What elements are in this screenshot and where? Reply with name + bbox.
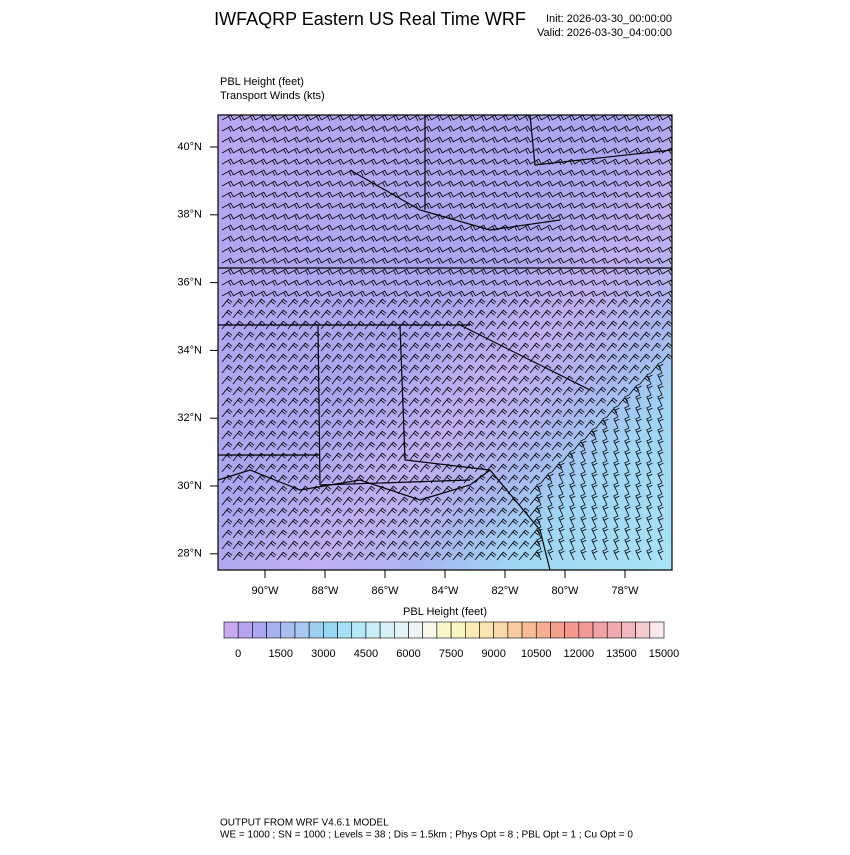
colorbar-box bbox=[550, 621, 565, 639]
colorbar-box bbox=[308, 621, 324, 639]
colorbar-label: 4500 bbox=[354, 648, 378, 660]
colorbar-box bbox=[606, 621, 622, 639]
colorbar-box bbox=[621, 621, 636, 639]
lon-label: 82°W bbox=[491, 585, 519, 597]
colorbar-box bbox=[394, 621, 409, 639]
colorbar-label: 13500 bbox=[606, 648, 637, 660]
colorbar-box bbox=[649, 621, 665, 639]
footer-line: WE = 1000 ; SN = 1000 ; Levels = 38 ; Di… bbox=[220, 830, 633, 841]
lat-label: 34°N bbox=[177, 344, 202, 356]
state-borders bbox=[218, 115, 672, 570]
lat-label: 32°N bbox=[177, 412, 202, 424]
colorbar-box bbox=[379, 621, 395, 639]
field-label: Transport Winds (kts) bbox=[220, 90, 325, 102]
colorbar-box bbox=[564, 621, 580, 639]
colorbar-label: 1500 bbox=[269, 648, 293, 660]
lat-label: 38°N bbox=[177, 209, 202, 221]
lat-label: 30°N bbox=[177, 480, 202, 492]
lat-label: 36°N bbox=[177, 277, 202, 289]
colorbar-box bbox=[266, 621, 282, 639]
lon-label: 80°W bbox=[551, 585, 579, 597]
colorbar-box bbox=[436, 621, 452, 639]
lon-label: 90°W bbox=[251, 585, 279, 597]
colorbar-label: 6000 bbox=[396, 648, 420, 660]
colorbar-box bbox=[294, 621, 310, 639]
colorbar-box bbox=[464, 621, 480, 639]
lon-label: 86°W bbox=[371, 585, 399, 597]
colorbar-box bbox=[408, 621, 424, 639]
colorbar-box bbox=[351, 621, 367, 639]
footer-line: OUTPUT FROM WRF V4.6.1 MODEL bbox=[220, 818, 389, 829]
colorbar-box bbox=[535, 621, 551, 639]
lon-label: 78°W bbox=[611, 585, 639, 597]
valid-time: Valid: 2026-03-30_04:00:00 bbox=[537, 27, 672, 39]
colorbar-box bbox=[578, 621, 594, 639]
lat-label: 40°N bbox=[177, 141, 202, 153]
colorbar-box bbox=[365, 621, 381, 639]
colorbar-label: 3000 bbox=[311, 648, 335, 660]
colorbar-box bbox=[337, 621, 353, 639]
field-label: PBL Height (feet) bbox=[220, 76, 304, 88]
colorbar-box bbox=[422, 621, 438, 639]
colorbar-label: 10500 bbox=[521, 648, 552, 660]
colorbar-box bbox=[635, 621, 651, 639]
lat-label: 28°N bbox=[177, 548, 202, 560]
colorbar-box bbox=[323, 621, 338, 639]
colorbar-box bbox=[479, 621, 494, 639]
colorbar-box bbox=[252, 621, 267, 639]
init-time: Init: 2026-03-30_00:00:00 bbox=[546, 13, 672, 25]
colorbar-label: 0 bbox=[235, 648, 241, 660]
colorbar-box bbox=[450, 621, 466, 639]
colorbar-title: PBL Height (feet) bbox=[403, 606, 487, 618]
colorbar-label: 9000 bbox=[481, 648, 505, 660]
colorbar-label: 12000 bbox=[564, 648, 595, 660]
axes: 40°N 38°N 36°N 34°N 32°N 30°N 28°N 90°W 88°W 86°W… bbox=[177, 141, 639, 597]
lon-label: 84°W bbox=[431, 585, 459, 597]
colorbar-box bbox=[223, 621, 239, 639]
colorbar-box bbox=[592, 621, 608, 639]
colorbar-label: 7500 bbox=[439, 648, 463, 660]
colorbar-box bbox=[521, 621, 537, 639]
colorbar-box bbox=[493, 621, 509, 639]
colorbar-box bbox=[507, 621, 523, 639]
lon-label: 88°W bbox=[311, 585, 339, 597]
title: IWFAQRP Eastern US Real Time WRF bbox=[214, 9, 526, 29]
colorbar-box bbox=[280, 621, 296, 639]
colorbar-box bbox=[237, 621, 253, 639]
colorbar: 0 1500 3000 4500 6000 7500 9000 10500 12000 13500… bbox=[223, 621, 680, 660]
map-area bbox=[218, 115, 672, 570]
colorbar-label: 15000 bbox=[649, 648, 680, 660]
